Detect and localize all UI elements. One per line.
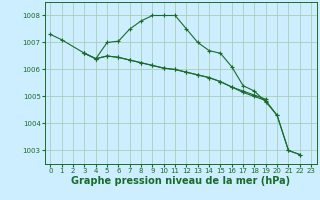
X-axis label: Graphe pression niveau de la mer (hPa): Graphe pression niveau de la mer (hPa) [71, 176, 290, 186]
